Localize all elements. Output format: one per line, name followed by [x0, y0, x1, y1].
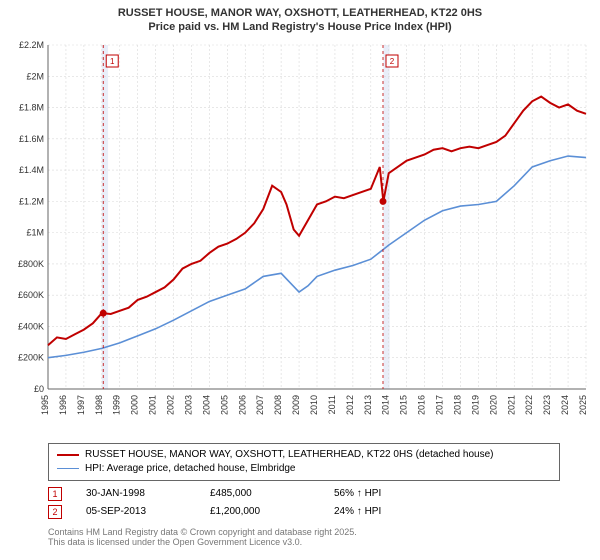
marker-row: 2 05-SEP-2013 £1,200,000 24% ↑ HPI [48, 503, 594, 521]
svg-text:2001: 2001 [148, 395, 158, 415]
svg-text:2022: 2022 [524, 395, 534, 415]
marker-badge: 1 [48, 487, 62, 501]
svg-text:2011: 2011 [327, 395, 337, 414]
svg-text:2023: 2023 [542, 395, 552, 415]
marker-table: 1 30-JAN-1998 £485,000 56% ↑ HPI 2 05-SEP-201… [48, 485, 594, 521]
legend-row: RUSSET HOUSE, MANOR WAY, OXSHOTT, LEATHE… [57, 448, 551, 462]
svg-text:1996: 1996 [58, 395, 68, 415]
marker-price: £1,200,000 [210, 506, 310, 517]
title-line-1: RUSSET HOUSE, MANOR WAY, OXSHOTT, LEATHE… [6, 6, 594, 20]
svg-text:2014: 2014 [381, 395, 391, 415]
marker-date: 30-JAN-1998 [86, 488, 186, 499]
svg-text:£600K: £600K [18, 290, 44, 300]
marker-delta: 24% ↑ HPI [334, 506, 434, 517]
svg-text:2008: 2008 [273, 395, 283, 415]
legend-row: HPI: Average price, detached house, Elmb… [57, 462, 551, 476]
svg-text:2013: 2013 [363, 395, 373, 415]
price-chart-svg: £0 £200K £400K £600K £800K £1M £1.2M £1.4M £1.6M… [6, 39, 594, 439]
svg-text:£1.4M: £1.4M [19, 165, 44, 175]
footer-line-2: This data is licensed under the Open Gov… [48, 537, 594, 547]
svg-text:2003: 2003 [183, 395, 193, 415]
svg-text:2002: 2002 [166, 395, 176, 415]
svg-text:£2M: £2M [26, 71, 44, 81]
svg-text:2: 2 [390, 57, 395, 66]
svg-text:2010: 2010 [309, 395, 319, 415]
svg-text:2004: 2004 [201, 395, 211, 415]
svg-text:2016: 2016 [417, 395, 427, 415]
chart-container: £0 £200K £400K £600K £800K £1M £1.2M £1.4M £1.6M… [6, 39, 594, 439]
svg-text:2009: 2009 [291, 395, 301, 415]
svg-text:2025: 2025 [578, 395, 588, 415]
marker-price: £485,000 [210, 488, 310, 499]
svg-text:£200K: £200K [18, 352, 44, 362]
svg-text:£1M: £1M [26, 227, 44, 237]
legend-box: RUSSET HOUSE, MANOR WAY, OXSHOTT, LEATHE… [48, 443, 560, 481]
marker-row: 1 30-JAN-1998 £485,000 56% ↑ HPI [48, 485, 594, 503]
svg-text:2024: 2024 [560, 395, 570, 415]
svg-text:£0: £0 [34, 384, 44, 394]
svg-text:1999: 1999 [112, 395, 122, 415]
legend-swatch [57, 454, 79, 456]
legend-label: RUSSET HOUSE, MANOR WAY, OXSHOTT, LEATHE… [85, 449, 493, 460]
svg-text:2015: 2015 [399, 395, 409, 415]
svg-text:2018: 2018 [452, 395, 462, 415]
footer-line-1: Contains HM Land Registry data © Crown c… [48, 527, 594, 537]
marker-badge: 2 [48, 505, 62, 519]
svg-text:1997: 1997 [76, 395, 86, 415]
svg-text:£1.8M: £1.8M [19, 102, 44, 112]
svg-text:2006: 2006 [237, 395, 247, 415]
svg-text:2005: 2005 [219, 395, 229, 415]
legend-label: HPI: Average price, detached house, Elmb… [85, 463, 296, 474]
svg-text:2000: 2000 [130, 395, 140, 415]
svg-text:1995: 1995 [40, 395, 50, 415]
footer-note: Contains HM Land Registry data © Crown c… [48, 527, 594, 547]
legend-swatch [57, 468, 79, 470]
marker-delta: 56% ↑ HPI [334, 488, 434, 499]
svg-text:2019: 2019 [470, 395, 480, 415]
svg-text:1: 1 [110, 57, 115, 66]
marker-date: 05-SEP-2013 [86, 506, 186, 517]
svg-text:2012: 2012 [345, 395, 355, 415]
svg-text:£400K: £400K [18, 321, 44, 331]
svg-text:2020: 2020 [488, 395, 498, 415]
svg-text:£1.2M: £1.2M [19, 196, 44, 206]
svg-text:2007: 2007 [255, 395, 265, 415]
svg-text:2017: 2017 [435, 395, 445, 415]
svg-text:£1.6M: £1.6M [19, 133, 44, 143]
title-line-2: Price paid vs. HM Land Registry's House … [6, 20, 594, 34]
svg-text:2021: 2021 [506, 395, 516, 415]
svg-text:£2.2M: £2.2M [19, 40, 44, 50]
chart-title-block: RUSSET HOUSE, MANOR WAY, OXSHOTT, LEATHE… [6, 6, 594, 35]
svg-text:1998: 1998 [94, 395, 104, 415]
svg-text:£800K: £800K [18, 259, 44, 269]
